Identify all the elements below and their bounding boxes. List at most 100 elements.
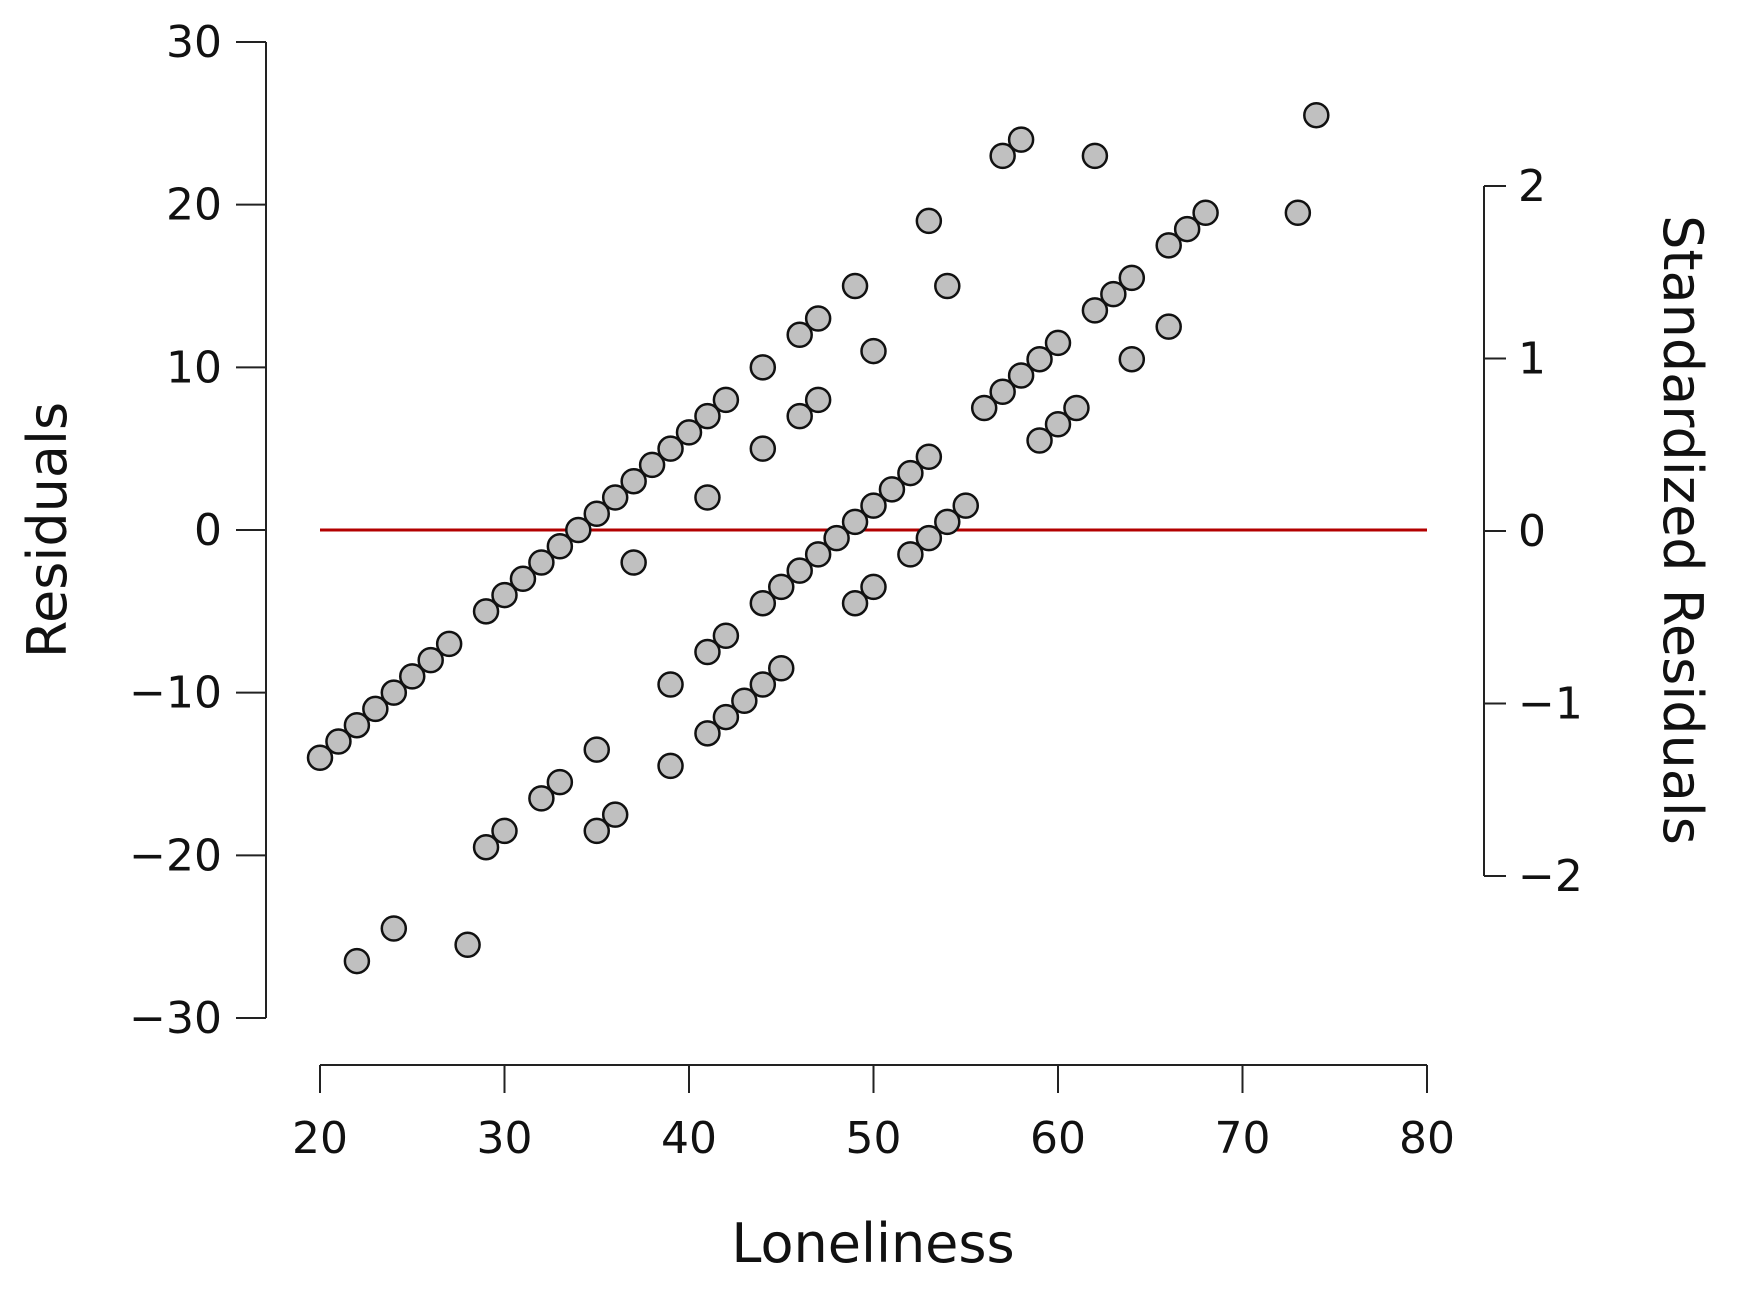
data-point [1118, 345, 1146, 373]
data-point [1007, 362, 1035, 389]
data-point [620, 467, 647, 495]
data-point [528, 549, 555, 576]
data-point [472, 598, 500, 625]
data-point [675, 419, 703, 446]
y2-axis-title: Standardized Residuals [1651, 215, 1714, 845]
data-point [860, 337, 887, 365]
data-point [915, 207, 943, 235]
x-tick-label: 40 [661, 1113, 717, 1164]
y2-tick-label: −2 [1518, 851, 1583, 902]
data-point [546, 533, 574, 560]
x-tick-label: 20 [292, 1113, 348, 1164]
data-point [841, 272, 869, 300]
data-point [989, 142, 1016, 170]
axis-titles: Loneliness Residuals Standardized Residu… [16, 215, 1714, 1275]
data-point [749, 589, 777, 617]
y-tick-label: 30 [166, 17, 222, 68]
data-point [472, 833, 500, 861]
data-point [546, 768, 574, 796]
data-point [934, 272, 961, 300]
data-point [694, 638, 721, 666]
data-point [620, 549, 647, 576]
data-point [749, 354, 777, 381]
data-point [749, 671, 777, 698]
data-point [749, 435, 777, 462]
y-tick-label: 0 [194, 505, 222, 556]
data-point [343, 947, 371, 975]
data-point [583, 500, 610, 527]
data-point [1026, 427, 1053, 454]
data-point [970, 394, 998, 422]
data-point [601, 801, 629, 828]
data-point [897, 459, 924, 487]
data-point [915, 443, 943, 471]
x-tick-label: 30 [477, 1113, 533, 1164]
data-point [1173, 215, 1201, 243]
data-point [1081, 297, 1109, 324]
data-point [380, 679, 408, 706]
x-tick-label: 70 [1215, 1113, 1271, 1164]
data-point [528, 785, 555, 812]
data-point [694, 720, 721, 747]
data-point [915, 524, 943, 552]
x-tick-label: 50 [846, 1113, 902, 1164]
data-point [306, 744, 334, 771]
data-point [417, 646, 444, 674]
data-point [804, 386, 832, 414]
data-point [454, 931, 481, 959]
data-point [712, 386, 740, 414]
y-tick-label: 20 [166, 180, 222, 231]
x-tick-label: 80 [1399, 1113, 1455, 1164]
data-point [343, 711, 371, 739]
y-tick-label: −20 [129, 830, 222, 881]
data-point [657, 671, 684, 698]
data-point [804, 305, 832, 332]
data-point [878, 476, 906, 503]
data-point [952, 492, 979, 519]
y-axis-title: Residuals [16, 402, 79, 658]
data-point [1026, 345, 1053, 373]
data-point [804, 541, 832, 568]
data-point [712, 622, 740, 649]
data-point [435, 630, 463, 658]
data-point [1192, 199, 1219, 227]
data-point [1303, 101, 1330, 129]
data-point [841, 589, 869, 617]
data-point [638, 451, 666, 479]
data-point [1284, 199, 1312, 227]
data-point [1044, 329, 1072, 357]
data-point [786, 321, 813, 349]
data-point [1100, 280, 1127, 308]
data-point [786, 557, 813, 584]
y-tick-label: −30 [129, 993, 222, 1044]
data-point [823, 524, 850, 552]
data-point [325, 728, 352, 755]
data-point [491, 581, 518, 609]
y2-tick-label: 0 [1518, 506, 1546, 557]
x-axis-title: Loneliness [731, 1212, 1014, 1275]
y-tick-label: 10 [166, 342, 222, 393]
x-tick-label: 60 [1030, 1113, 1086, 1164]
data-point [731, 687, 758, 715]
data-point [1063, 394, 1090, 422]
data-point [1118, 264, 1146, 292]
y2-tick-label: 2 [1518, 161, 1546, 212]
y2-tick-label: −1 [1518, 679, 1583, 730]
data-point [712, 703, 740, 731]
data-point [860, 573, 887, 601]
data-point [897, 541, 924, 568]
data-point [583, 817, 610, 845]
data-point [1007, 126, 1035, 153]
data-point [657, 752, 684, 780]
data-point [601, 484, 629, 511]
data-point [583, 736, 610, 763]
data-point [1044, 411, 1072, 438]
data-point [491, 817, 518, 845]
data-point [362, 695, 389, 723]
data-point [768, 655, 795, 682]
data-point [1155, 313, 1182, 340]
data-point [694, 402, 721, 430]
data-point [934, 508, 961, 536]
